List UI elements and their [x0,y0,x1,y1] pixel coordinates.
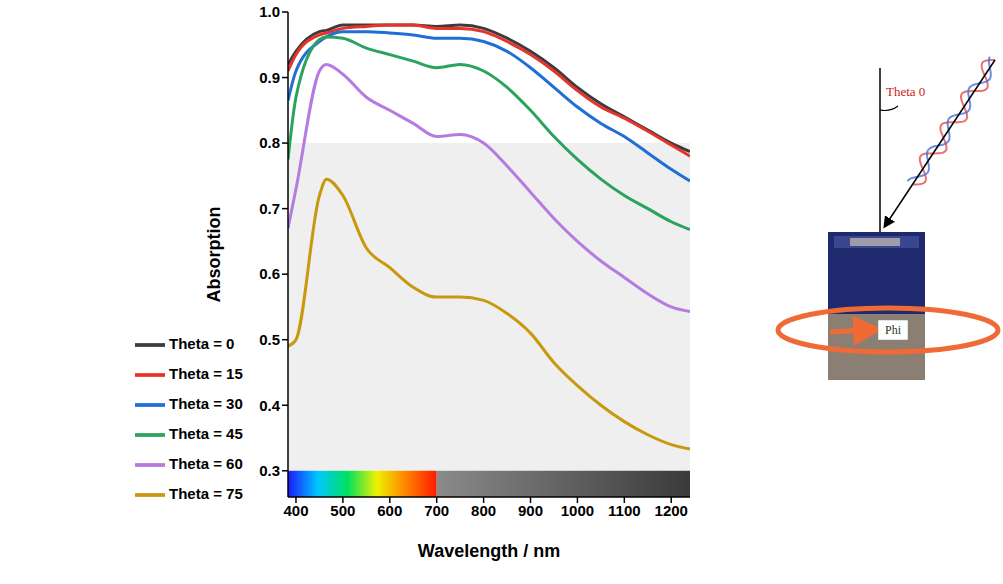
svg-text:1.0: 1.0 [259,3,280,20]
svg-text:Theta 0: Theta 0 [886,84,925,99]
html-text:Theta = 30: Theta = 30 [169,395,243,412]
svg-text:0.4: 0.4 [259,397,281,414]
html-text:Theta = 45: Theta = 45 [169,425,243,442]
svg-text:0.7: 0.7 [259,200,280,217]
html-text:Theta = 60: Theta = 60 [169,455,243,472]
svg-text:800: 800 [471,502,496,519]
svg-text:0.3: 0.3 [259,462,280,479]
svg-text:Absorption: Absorption [204,207,224,303]
svg-text:1200: 1200 [655,502,688,519]
svg-text:0.9: 0.9 [259,69,280,86]
svg-text:1100: 1100 [608,502,641,519]
svg-text:900: 900 [518,502,543,519]
svg-text:400: 400 [283,502,308,519]
svg-text:0.5: 0.5 [259,331,280,348]
html-text:Theta = 75: Theta = 75 [169,485,243,502]
svg-text:0.6: 0.6 [259,265,280,282]
svg-text:Wavelength / nm: Wavelength / nm [418,541,560,561]
svg-text:0.8: 0.8 [259,134,280,151]
html-text:Theta = 0: Theta = 0 [169,335,235,352]
svg-text:500: 500 [330,502,355,519]
html-text:Theta = 15: Theta = 15 [169,365,243,382]
svg-text:1000: 1000 [561,502,594,519]
svg-text:600: 600 [377,502,402,519]
svg-text:Phi: Phi [885,323,902,337]
svg-text:700: 700 [424,502,449,519]
